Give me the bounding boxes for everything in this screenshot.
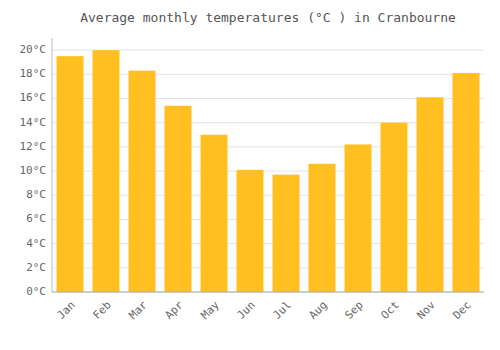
y-tick-label: 10°C [20, 164, 47, 177]
bar [453, 73, 480, 292]
y-tick-label: 8°C [26, 188, 46, 201]
bar [309, 164, 336, 292]
x-tick-label: Apr [163, 298, 187, 322]
x-tick-label: Sep [343, 299, 366, 322]
bar [345, 144, 372, 292]
x-tick-label: Jan [55, 299, 78, 322]
y-tick-label: 0°C [26, 285, 46, 298]
bar [165, 106, 192, 292]
x-tick-label: May [199, 298, 223, 322]
x-tick-label: Oct [379, 299, 402, 322]
bar [417, 97, 444, 292]
bar [381, 123, 408, 292]
chart-container: 0°C 2°C 4°C 6°C 8°C 10°C 12°C 14°C 16°C 18°C 20°C J… [0, 0, 500, 350]
x-tick-label: Mar [127, 298, 151, 322]
bars [57, 50, 480, 292]
bar [57, 56, 84, 292]
x-tick-label: Dec [451, 299, 474, 322]
bar [93, 50, 120, 292]
chart-svg: 0°C 2°C 4°C 6°C 8°C 10°C 12°C 14°C 16°C 18°C 20°C J… [0, 0, 500, 350]
chart-title: Average monthly temperatures (°C ) in Cr… [80, 10, 456, 25]
x-tick-label: Aug [307, 299, 330, 322]
y-tick-label: 16°C [20, 91, 47, 104]
x-tick-label: Jul [271, 299, 294, 322]
bar [201, 135, 228, 292]
y-tick-label: 14°C [20, 116, 47, 129]
y-tick-label: 20°C [20, 43, 47, 56]
bar [237, 170, 264, 292]
y-tick-label: 12°C [20, 140, 47, 153]
y-tick-labels: 0°C 2°C 4°C 6°C 8°C 10°C 12°C 14°C 16°C 18°C 20°C [20, 43, 47, 298]
x-tick-labels: Jan Feb Mar Apr May Jun Jul Aug Sep Oct Nov Dec [55, 298, 474, 322]
bar [273, 175, 300, 292]
x-tick-label: Nov [415, 298, 439, 322]
y-grid [52, 50, 484, 292]
bar [129, 71, 156, 292]
y-tick-label: 4°C [26, 237, 46, 250]
grid-line [52, 292, 484, 293]
y-tick-label: 2°C [26, 261, 46, 274]
y-tick-label: 6°C [26, 212, 46, 225]
x-tick-label: Feb [91, 299, 114, 322]
x-axis-line [52, 292, 484, 293]
x-tick-label: Jun [235, 299, 258, 322]
y-tick-label: 18°C [20, 67, 47, 80]
y-axis-line [52, 38, 53, 292]
